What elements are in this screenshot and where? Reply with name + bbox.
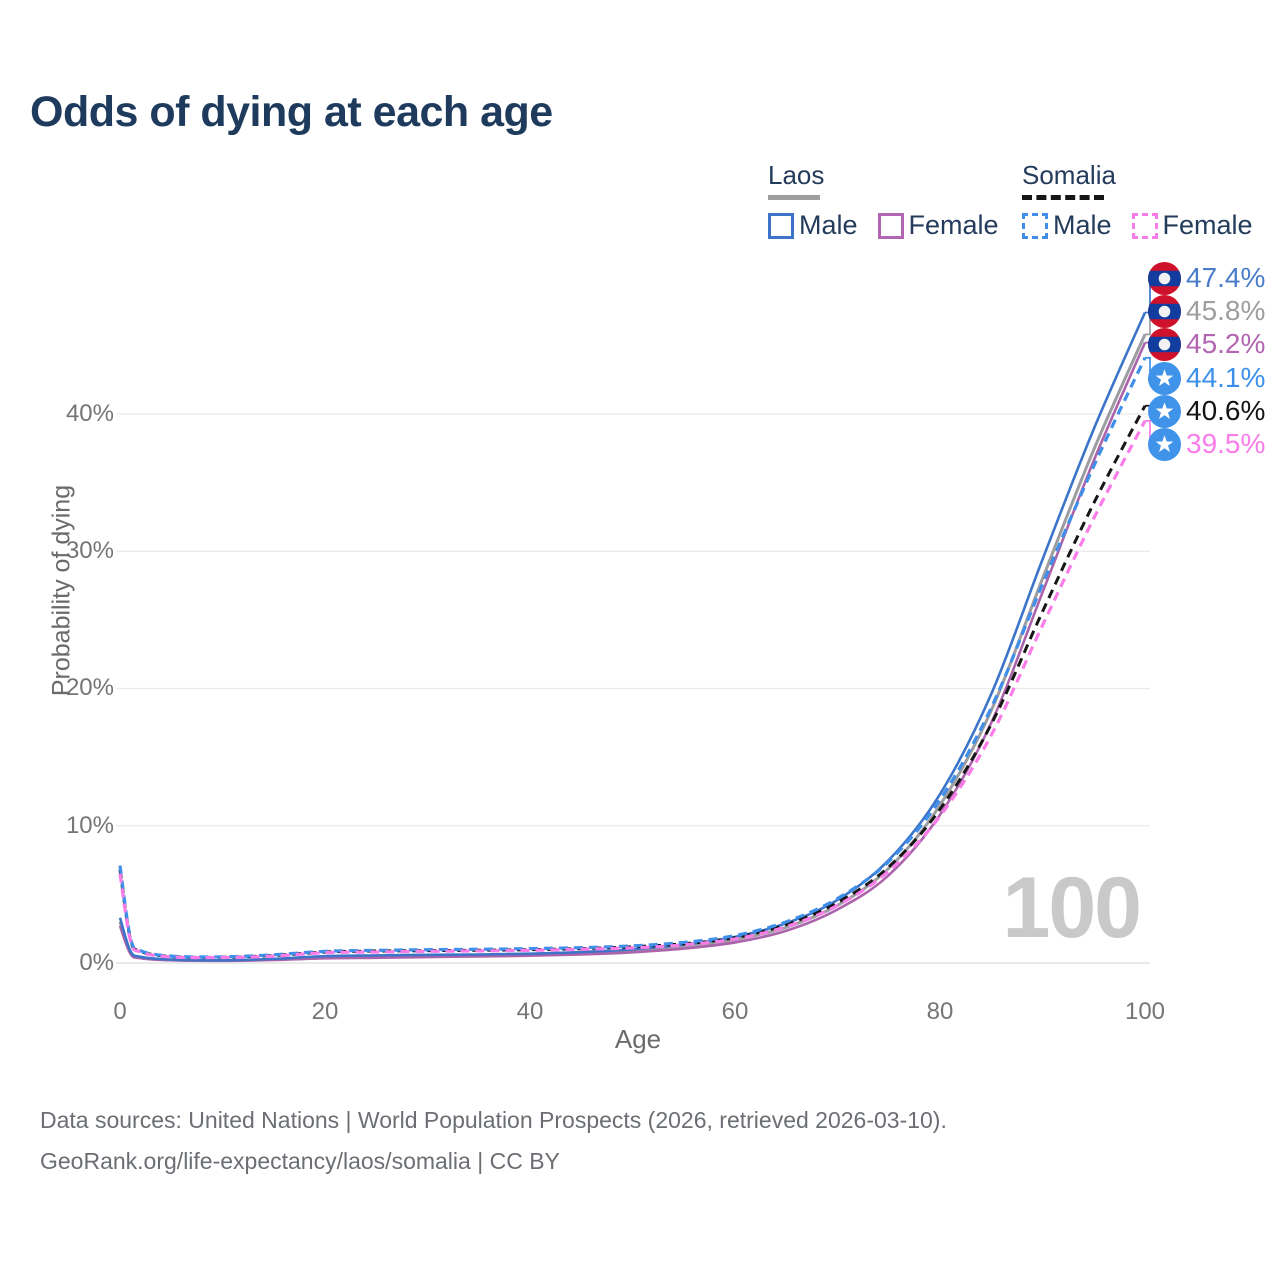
y-tick-30: 30% — [65, 537, 114, 564]
end-label-laos-female: 45.2% — [1148, 327, 1265, 361]
series-line-somalia-male — [118, 357, 1147, 959]
x-tick-100: 100 — [1124, 998, 1166, 1025]
footer-source-line: Data sources: United Nations | World Pop… — [40, 1107, 947, 1133]
series-line-laos-male — [118, 311, 1147, 962]
footer-url-line: GeoRank.org/life-expectancy/laos/somalia… — [40, 1148, 560, 1174]
end-value-laos-both: 45.8% — [1186, 295, 1266, 326]
end-value-laos-female: 45.2% — [1186, 328, 1266, 359]
series-line-somalia-female — [118, 420, 1147, 960]
legend-country-somalia: Somalia — [1022, 160, 1116, 190]
legend-label-somalia-male: Male — [1053, 210, 1112, 240]
somalia-male-swatch-icon — [1022, 212, 1048, 239]
end-label-laos-both: 45.8% — [1148, 294, 1265, 328]
y-tick-40: 40% — [65, 400, 114, 427]
end-value-laos-male: 47.4% — [1186, 262, 1266, 293]
y-tick-10: 10% — [65, 812, 114, 839]
somalia-flag-icon — [1148, 427, 1181, 461]
end-label-somalia-both: 40.6% — [1148, 394, 1265, 428]
legend-item-somalia-male: Male — [1022, 210, 1112, 241]
end-value-somalia-both: 40.6% — [1186, 395, 1266, 426]
series-line-laos-both-sexes — [118, 333, 1147, 963]
x-tick-40: 40 — [516, 998, 544, 1025]
x-tick-80: 80 — [926, 998, 954, 1025]
y-axis-title: Probability of dying — [47, 484, 76, 697]
somalia-flag-icon — [1148, 361, 1181, 395]
x-axis-title: Age — [614, 1024, 662, 1054]
x-tick-20: 20 — [311, 998, 339, 1025]
legend-item-laos-male: Male — [768, 210, 858, 241]
end-label-somalia-female: 39.5% — [1148, 427, 1265, 461]
legend-label-laos-female: Female — [908, 210, 999, 240]
y-tick-20: 20% — [65, 674, 114, 701]
laos-line-swatch — [768, 195, 820, 200]
laos-flag-icon — [1148, 294, 1181, 328]
x-tick-0: 0 — [113, 998, 127, 1025]
age-watermark: 100 — [1002, 860, 1143, 956]
somalia-flag-icon — [1148, 394, 1181, 428]
laos-flag-icon — [1148, 327, 1181, 361]
end-value-somalia-female: 39.5% — [1186, 428, 1266, 459]
end-value-somalia-male: 44.1% — [1186, 362, 1266, 393]
footer: Data sources: United Nations | World Pop… — [40, 1100, 947, 1182]
somalia-line-swatch — [1022, 195, 1104, 200]
legend-group-somalia: Somalia Male Female — [1022, 160, 1253, 241]
legend-item-laos-female: Female — [877, 210, 999, 241]
legend-group-laos: Laos Male Female — [768, 160, 999, 241]
legend-label-laos-male: Male — [799, 210, 858, 240]
legend-item-somalia-female: Female — [1131, 210, 1253, 241]
laos-female-swatch-icon — [877, 212, 904, 239]
laos-flag-icon — [1148, 261, 1181, 295]
y-tick-0: 0% — [79, 949, 114, 976]
legend-items-somalia: Male Female — [1022, 210, 1253, 241]
somalia-female-swatch-icon — [1131, 212, 1158, 239]
end-label-somalia-male: 44.1% — [1148, 361, 1265, 395]
end-label-laos-male: 47.4% — [1148, 261, 1265, 295]
legend-label-somalia-female: Female — [1162, 210, 1253, 240]
legend-items-laos: Male Female — [768, 210, 999, 241]
legend-country-laos: Laos — [768, 160, 825, 190]
page-title: Odds of dying at each age — [30, 88, 553, 136]
laos-male-swatch-icon — [768, 212, 794, 239]
x-tick-60: 60 — [721, 998, 749, 1025]
